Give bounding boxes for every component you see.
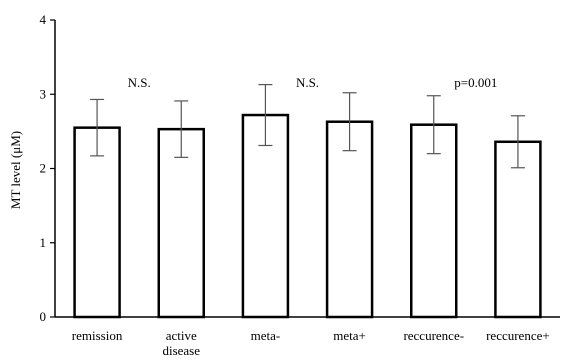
y-tick-label: 3 [40, 86, 47, 101]
bar [241, 113, 290, 319]
bars-group [73, 113, 542, 319]
bar [410, 123, 458, 319]
significance-label: p=0.001 [454, 75, 497, 90]
significance-label: N.S. [296, 75, 319, 90]
y-tick-label: 2 [40, 161, 47, 176]
x-tick-label: reccurence- [403, 328, 464, 343]
x-tick-label: meta- [251, 328, 281, 343]
bar [157, 127, 205, 319]
x-tick-label: meta+ [333, 328, 366, 343]
x-tick-label: remission [72, 328, 123, 343]
annotations-group: N.S. N.S. p=0.001 [128, 75, 498, 90]
x-tick-label: active [166, 328, 197, 343]
y-tick-label: 0 [40, 309, 47, 324]
bar [494, 140, 542, 319]
significance-label: N.S. [128, 75, 151, 90]
bar [325, 120, 374, 319]
bar [73, 126, 121, 319]
x-tick-label: reccurence+ [486, 328, 550, 343]
y-tick-label: 4 [40, 12, 47, 27]
error-bars-group [90, 83, 525, 169]
y-axis: 0 1 2 3 4 [40, 12, 56, 324]
y-axis-label: MT level (μM) [8, 131, 23, 209]
x-tick-label: disease [162, 343, 200, 358]
y-tick-label: 1 [40, 235, 47, 250]
